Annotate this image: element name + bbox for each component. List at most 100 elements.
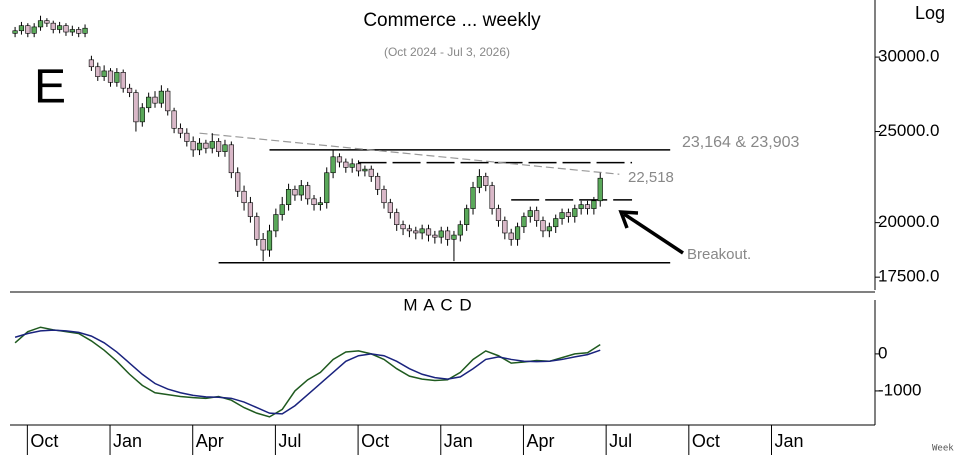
candle-body bbox=[330, 156, 336, 174]
candle-body bbox=[171, 110, 177, 129]
candle-body bbox=[133, 92, 139, 123]
candle-body bbox=[203, 142, 209, 149]
candle-body bbox=[375, 176, 381, 190]
candle-body bbox=[177, 127, 184, 134]
candle-body bbox=[521, 216, 527, 228]
x-tick-label: Jan bbox=[444, 431, 473, 451]
candle-body bbox=[514, 226, 521, 240]
candle-body bbox=[222, 144, 228, 152]
candle-body bbox=[279, 204, 285, 215]
candle-body bbox=[63, 25, 69, 33]
scale-label: Log bbox=[915, 3, 945, 23]
y-tick-label: 17500.0 bbox=[878, 267, 939, 286]
x-tick-label: Apr bbox=[196, 431, 224, 451]
candle-body bbox=[254, 216, 260, 240]
candle-body bbox=[584, 204, 591, 209]
candle-body bbox=[158, 90, 164, 104]
corner-label: Week bbox=[932, 444, 954, 454]
candle-body bbox=[152, 96, 158, 104]
candle-body bbox=[196, 142, 203, 151]
candle-body bbox=[444, 230, 451, 240]
candle-body bbox=[597, 177, 603, 202]
candle-body bbox=[387, 202, 393, 213]
candle-body bbox=[489, 185, 495, 209]
x-tick-label: Oct bbox=[30, 431, 58, 451]
candle-body bbox=[126, 87, 133, 93]
candle-body bbox=[559, 212, 565, 219]
candle-body bbox=[247, 202, 254, 217]
candle-body bbox=[235, 172, 241, 192]
candle-body bbox=[190, 141, 196, 151]
y-tick-label: -1000 bbox=[878, 380, 921, 399]
candle-body bbox=[209, 141, 215, 149]
x-tick-label: Oct bbox=[361, 431, 389, 451]
y-tick-label: 20000.0 bbox=[878, 212, 939, 231]
candle-body bbox=[37, 20, 44, 28]
candle-body bbox=[18, 25, 25, 32]
candle-body bbox=[406, 228, 413, 232]
candle-body bbox=[241, 190, 247, 204]
y-tick-label: 30000.0 bbox=[878, 47, 939, 66]
candle-body bbox=[495, 208, 502, 221]
macd-line bbox=[14, 329, 601, 415]
candle-body bbox=[292, 189, 298, 196]
candle-body bbox=[394, 212, 400, 225]
candle-body bbox=[355, 163, 362, 172]
candle-body bbox=[432, 234, 438, 238]
candle-body bbox=[349, 163, 355, 168]
candle-body bbox=[336, 156, 343, 163]
candle-body bbox=[546, 226, 552, 232]
candle-body bbox=[413, 230, 419, 234]
candle-body bbox=[139, 107, 145, 123]
candle-body bbox=[317, 202, 323, 205]
arrow bbox=[623, 212, 684, 255]
candle-body bbox=[12, 30, 18, 34]
x-tick-label: Oct bbox=[692, 431, 720, 451]
y-tick-label: 25000.0 bbox=[878, 121, 939, 140]
candle-body bbox=[285, 189, 292, 205]
candle-body bbox=[82, 27, 88, 34]
candle-body bbox=[44, 20, 50, 24]
candle-body bbox=[260, 239, 266, 251]
candle-body bbox=[438, 230, 444, 238]
macd-line bbox=[14, 326, 601, 418]
candle-body bbox=[114, 72, 120, 83]
x-tick-label: Jan bbox=[113, 431, 142, 451]
candle-body bbox=[266, 230, 273, 251]
y-tick-label: 0 bbox=[878, 343, 887, 362]
arrow-head bbox=[618, 210, 639, 229]
candle-body bbox=[107, 70, 114, 83]
candle-body bbox=[343, 161, 349, 168]
candle-body bbox=[572, 208, 578, 217]
candle-body bbox=[483, 176, 489, 186]
candle-body bbox=[120, 72, 126, 89]
candle-body bbox=[50, 22, 56, 30]
chart-title: Commerce ... weekly bbox=[363, 10, 541, 31]
candle-body bbox=[425, 228, 432, 236]
candle-body bbox=[534, 210, 540, 221]
candle-body bbox=[95, 66, 101, 77]
candle-body bbox=[305, 185, 311, 200]
candle-body bbox=[508, 232, 514, 240]
candle-body bbox=[527, 210, 533, 217]
candle-body bbox=[476, 176, 482, 188]
candle-body bbox=[311, 198, 317, 205]
candle-body bbox=[457, 224, 463, 236]
candle-body bbox=[298, 185, 304, 196]
trendline bbox=[199, 132, 620, 175]
candle-body bbox=[565, 212, 572, 217]
candle-body bbox=[591, 200, 597, 209]
candle-body bbox=[368, 168, 374, 177]
trend-label: 22,518 bbox=[628, 169, 674, 186]
candle-body bbox=[381, 189, 387, 204]
candle-body bbox=[400, 224, 406, 230]
candle-body bbox=[57, 25, 63, 30]
candle-body bbox=[273, 214, 279, 232]
candle-body bbox=[216, 141, 222, 152]
candle-body bbox=[324, 172, 330, 204]
candle-body bbox=[451, 234, 457, 240]
badge: E bbox=[34, 61, 66, 114]
candle-body bbox=[228, 144, 234, 174]
candle-body bbox=[76, 29, 82, 34]
candle-body bbox=[101, 70, 107, 77]
